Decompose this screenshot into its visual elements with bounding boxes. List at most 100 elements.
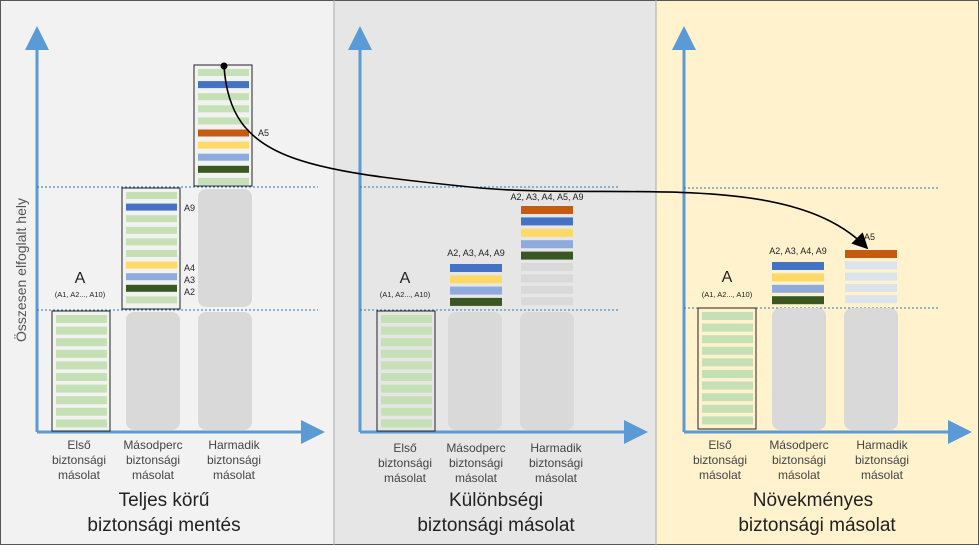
file-stripe-light-green bbox=[56, 384, 107, 393]
file-stripe-light-green bbox=[702, 404, 753, 413]
file-stripe-light-green bbox=[126, 250, 177, 257]
file-stripe-periwinkle bbox=[521, 240, 573, 249]
file-stripe-light-green bbox=[198, 177, 249, 185]
placeholder-block bbox=[198, 189, 252, 307]
first-backup-stripes bbox=[381, 315, 432, 428]
file-stripe-placeholder bbox=[521, 263, 573, 271]
file-stripe-light-green bbox=[702, 370, 753, 378]
file-stripe-orange bbox=[845, 250, 897, 258]
file-stripe-light-green bbox=[56, 349, 107, 358]
file-stripe-light-green bbox=[198, 117, 249, 125]
file-stripe-#dde3ea bbox=[845, 261, 897, 270]
third-backup-caption: A2, A3, A4, A5, A9 bbox=[510, 192, 583, 202]
file-stripe-periwinkle bbox=[450, 286, 502, 295]
file-stripe-light-green bbox=[56, 407, 107, 416]
file-stripe-light-green bbox=[126, 192, 177, 199]
file-stripe-light-green bbox=[56, 361, 107, 370]
third-backup-stripes bbox=[845, 250, 897, 304]
file-stripe-light-green bbox=[381, 338, 432, 347]
first-backup-stripes bbox=[56, 315, 107, 428]
file-stripe-yellow bbox=[126, 261, 177, 269]
first-backup-letter: A bbox=[75, 270, 86, 287]
file-stripe-light-green bbox=[198, 93, 249, 101]
file-stripe-light-green bbox=[702, 358, 753, 367]
tag-a5: A5 bbox=[258, 128, 269, 138]
file-stripe-light-green bbox=[126, 296, 177, 304]
file-stripe-light-green bbox=[702, 381, 753, 390]
panel-title-full: Teljes körű biztonsági mentés bbox=[87, 490, 240, 536]
file-stripe-light-green bbox=[126, 215, 177, 223]
file-stripe-dark-green bbox=[772, 296, 824, 305]
column-label-first: Első biztonsági másolat bbox=[52, 438, 106, 482]
second-backup-stripes bbox=[126, 192, 177, 304]
second-backup-stripes bbox=[450, 264, 502, 306]
placeholder-block bbox=[198, 312, 252, 430]
file-stripe-#dde3ea bbox=[845, 295, 897, 304]
a5-change-arrow bbox=[223, 65, 869, 250]
file-stripe-blue bbox=[126, 203, 177, 211]
file-stripe-light-green bbox=[381, 361, 432, 370]
placeholder-block bbox=[448, 312, 502, 430]
file-stripe-periwinkle bbox=[198, 153, 249, 161]
file-stripe-light-green bbox=[381, 419, 432, 428]
panel-full-backup: A (A1, A2..., A10) A9 A4 A3 A2 A5 Első bi… bbox=[25, 26, 325, 536]
column-label-first: Első biztonsági másolat bbox=[378, 441, 432, 485]
column-label-second: Másodperc biztonsági másolat bbox=[446, 441, 505, 485]
first-backup-sub: (A1, A2..., A10) bbox=[702, 290, 753, 299]
first-backup-block bbox=[51, 310, 111, 432]
file-stripe-dark-green bbox=[126, 284, 177, 292]
panel-full-background bbox=[0, 0, 334, 545]
third-backup-caption: A5 bbox=[864, 232, 875, 242]
column-label-third: Harmadik biztonsági másolat bbox=[529, 441, 583, 485]
file-stripe-periwinkle bbox=[772, 284, 824, 293]
file-stripe-yellow bbox=[772, 273, 824, 282]
file-stripe-light-green bbox=[381, 396, 432, 405]
first-backup-stripes bbox=[702, 312, 753, 425]
placeholder-block bbox=[844, 308, 898, 430]
second-backup-caption: A2, A3, A4, A9 bbox=[447, 248, 505, 258]
tag-a3: A3 bbox=[184, 275, 195, 285]
panel-differential-background bbox=[334, 0, 656, 545]
column-label-second: Másodperc biztonsági másolat bbox=[769, 438, 828, 482]
second-backup-block bbox=[121, 187, 181, 310]
file-stripe-light-green bbox=[702, 335, 753, 344]
file-stripe-light-green bbox=[702, 416, 753, 425]
panel-incremental-background bbox=[656, 0, 979, 545]
file-stripe-dark-green bbox=[450, 297, 502, 306]
column-label-first: Első biztonsági másolat bbox=[693, 438, 747, 482]
file-stripe-orange bbox=[521, 206, 573, 214]
file-stripe-light-green bbox=[198, 105, 249, 113]
file-stripe-yellow bbox=[198, 141, 249, 149]
file-stripe-light-green bbox=[381, 373, 432, 381]
file-stripe-light-green bbox=[126, 238, 177, 246]
panel-title-incremental: Növekményes biztonsági másolat bbox=[738, 490, 896, 536]
file-stripe-light-green bbox=[56, 396, 107, 405]
file-stripe-orange bbox=[198, 129, 249, 137]
third-backup-stripes bbox=[198, 69, 249, 185]
first-backup-letter: A bbox=[722, 269, 733, 286]
file-stripe-light-green bbox=[381, 384, 432, 393]
third-backup-stripes bbox=[521, 206, 573, 306]
file-stripe-dark-green bbox=[198, 165, 249, 173]
file-stripe-light-green bbox=[702, 346, 753, 355]
panel-incremental-backup: A (A1, A2..., A10) A2, A3, A4, A9 A5 Els… bbox=[672, 26, 972, 536]
file-stripe-placeholder bbox=[521, 285, 573, 294]
file-stripe-yellow bbox=[450, 275, 502, 284]
file-stripe-light-green bbox=[702, 312, 753, 320]
file-stripe-#dde3ea bbox=[845, 283, 897, 292]
file-stripe-light-green bbox=[381, 407, 432, 416]
file-stripe-blue bbox=[198, 81, 249, 89]
file-stripe-blue bbox=[772, 262, 824, 270]
y-axis-label: Összesen elfoglalt hely bbox=[12, 198, 29, 342]
file-stripe-yellow bbox=[521, 228, 573, 237]
file-stripe-light-green bbox=[56, 338, 107, 347]
file-stripe-periwinkle bbox=[126, 273, 177, 281]
first-backup-block bbox=[376, 310, 436, 432]
file-stripe-light-green bbox=[381, 349, 432, 358]
first-backup-block bbox=[697, 307, 757, 430]
placeholder-block bbox=[520, 312, 574, 430]
file-stripe-placeholder bbox=[521, 274, 573, 283]
file-stripe-light-green bbox=[702, 393, 753, 402]
